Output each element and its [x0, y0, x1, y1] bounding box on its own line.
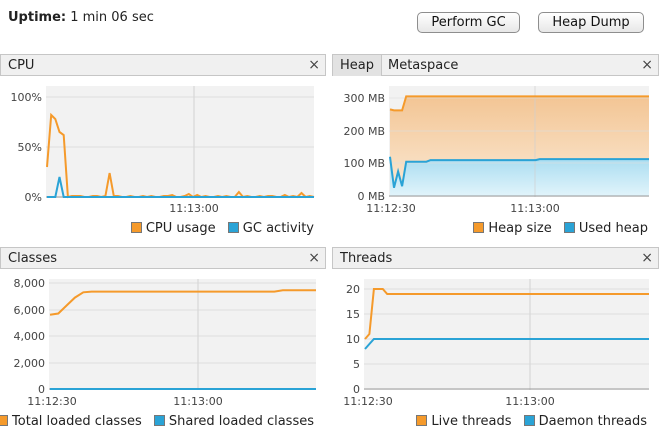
classes-y-tick-0: 0 [38, 383, 45, 396]
cpu-panel: CPU × 100% 50% 0% 11:13:00 CPU usage GC … [0, 54, 326, 240]
heap-y-tick-100: 100 MB [343, 157, 385, 170]
shared-loaded-classes-label: Shared loaded classes [168, 414, 314, 429]
uptime-readout: Uptime: 1 min 06 sec [8, 10, 154, 25]
legend-cpu-usage: CPU usage [130, 221, 216, 236]
threads-panel: Threads × 20 15 10 5 0 11:12:30 11:13:00… [332, 247, 659, 434]
heap-size-line [389, 95, 649, 112]
threads-y-tick-15: 15 [346, 308, 360, 321]
threads-plot-area [364, 279, 649, 390]
legend-heap-size: Heap size [473, 221, 552, 236]
heap-close-icon[interactable]: × [641, 57, 653, 73]
gc-activity-swatch [227, 222, 239, 233]
daemon-threads-line [364, 338, 649, 350]
heap-size-label: Heap size [488, 221, 552, 236]
used-heap-line [389, 156, 649, 189]
classes-close-icon[interactable]: × [308, 250, 320, 266]
heap-size-swatch [473, 222, 485, 233]
threads-y-tick-5: 5 [353, 358, 360, 371]
threads-y-tick-20: 20 [346, 283, 360, 296]
total-loaded-classes-line [49, 289, 316, 316]
threads-chart: 20 15 10 5 0 11:12:30 11:13:00 [343, 279, 649, 408]
used-heap-label: Used heap [578, 221, 648, 236]
heap-tab-bar: Heap Metaspace × [332, 54, 659, 76]
heap-y-tick-0: 0 MB [357, 190, 385, 203]
classes-panel: Classes × 8,000 6,000 4,000 2,000 0 11:1… [0, 247, 326, 434]
heap-x-tick-2: 11:13:00 [510, 202, 559, 215]
cpu-usage-label: CPU usage [145, 221, 216, 236]
cpu-legend: CPU usage GC activity [130, 221, 314, 236]
classes-y-tick-4000: 4,000 [14, 330, 46, 343]
classes-chart: 8,000 6,000 4,000 2,000 0 11:12:30 11:13… [14, 277, 316, 408]
tab-cpu[interactable]: CPU [8, 58, 35, 73]
heap-y-tick-300: 300 MB [343, 92, 385, 105]
classes-legend: Total loaded classes Shared loaded class… [0, 414, 314, 429]
cpu-y-tick-0: 0% [25, 191, 42, 204]
cpu-plot-area [46, 86, 314, 198]
cpu-close-icon[interactable]: × [308, 57, 320, 73]
cpu-usage-swatch [130, 222, 142, 233]
shared-loaded-classes-swatch [153, 415, 165, 426]
threads-close-icon[interactable]: × [641, 250, 653, 266]
daemon-threads-label: Daemon threads [538, 414, 647, 429]
classes-y-tick-8000: 8,000 [14, 277, 46, 290]
live-threads-label: Live threads [431, 414, 512, 429]
classes-plot-area [49, 279, 316, 390]
tab-metaspace[interactable]: Metaspace [388, 58, 459, 73]
gc-activity-label: GC activity [242, 221, 314, 236]
threads-y-tick-10: 10 [346, 333, 360, 346]
cpu-tab-bar: CPU × [0, 54, 326, 76]
legend-shared-loaded-classes: Shared loaded classes [153, 414, 314, 429]
uptime-label: Uptime: [8, 10, 67, 25]
daemon-threads-swatch [523, 415, 535, 426]
legend-used-heap: Used heap [563, 221, 648, 236]
perform-gc-button[interactable]: Perform GC [417, 12, 520, 33]
heap-panel: Heap Metaspace × 300 MB 200 MB 100 MB 0 … [332, 54, 659, 240]
gc-activity-line [47, 176, 314, 198]
legend-daemon-threads: Daemon threads [523, 414, 647, 429]
total-loaded-classes-swatch [0, 415, 9, 426]
heap-chart: 300 MB 200 MB 100 MB 0 MB 11:12:30 11:13… [343, 86, 649, 215]
live-threads-swatch [416, 415, 428, 426]
threads-x-tick-2: 11:13:00 [505, 395, 554, 408]
cpu-x-tick: 11:13:00 [169, 202, 218, 215]
legend-live-threads: Live threads [416, 414, 512, 429]
heap-x-tick-1: 11:12:30 [366, 202, 415, 215]
legend-total-loaded-classes: Total loaded classes [0, 414, 142, 429]
heap-dump-button[interactable]: Heap Dump [538, 12, 644, 33]
cpu-chart: 100% 50% 0% 11:13:00 [11, 86, 315, 215]
heap-y-tick-200: 200 MB [343, 125, 385, 138]
tab-classes[interactable]: Classes [8, 251, 57, 266]
classes-x-tick-2: 11:13:00 [173, 395, 222, 408]
classes-y-tick-2000: 2,000 [14, 357, 46, 370]
threads-y-tick-0: 0 [353, 383, 360, 396]
classes-tab-bar: Classes × [0, 247, 326, 269]
tab-heap[interactable]: Heap [333, 55, 382, 76]
cpu-y-tick-50: 50% [18, 141, 42, 154]
cpu-y-tick-100: 100% [11, 91, 42, 104]
used-heap-swatch [563, 222, 575, 233]
tab-threads[interactable]: Threads [340, 251, 393, 266]
threads-tab-bar: Threads × [332, 247, 659, 269]
used-heap-area [390, 156, 649, 196]
legend-gc-activity: GC activity [227, 221, 314, 236]
threads-x-tick-1: 11:12:30 [343, 395, 392, 408]
classes-y-tick-6000: 6,000 [14, 304, 46, 317]
total-loaded-classes-label: Total loaded classes [12, 414, 142, 429]
heap-legend: Heap size Used heap [473, 221, 648, 236]
classes-x-tick-1: 11:12:30 [27, 395, 76, 408]
uptime-value: 1 min 06 sec [70, 10, 154, 25]
threads-legend: Live threads Daemon threads [416, 414, 647, 429]
live-threads-line [364, 288, 649, 340]
